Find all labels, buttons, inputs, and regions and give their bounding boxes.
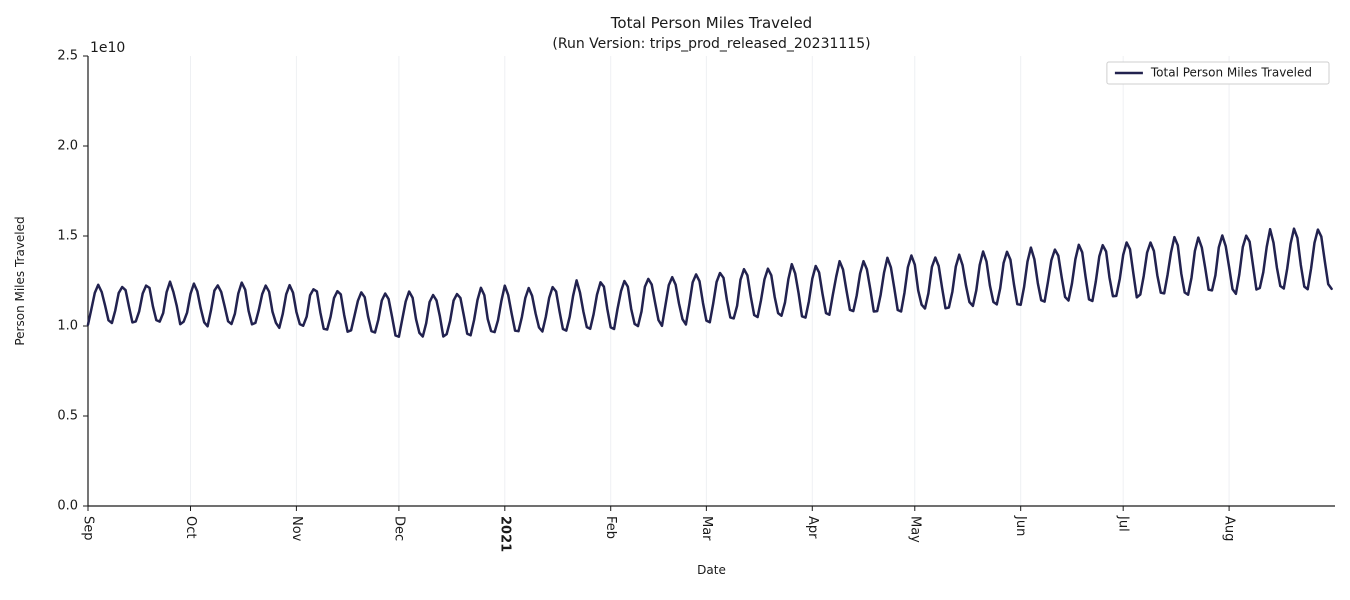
x-tick-label: 2021 <box>497 516 512 552</box>
y-tick-label: 0.0 <box>57 499 78 514</box>
x-tick-label: Apr <box>805 516 820 539</box>
chart-title: Total Person Miles Traveled <box>610 14 812 32</box>
x-tick-label: Jun <box>1013 515 1028 536</box>
x-tick-label: Feb <box>603 516 618 539</box>
y-tick-label: 2.0 <box>57 139 78 154</box>
y-axis-label: Person Miles Traveled <box>13 216 27 345</box>
legend: Total Person Miles Traveled <box>1107 62 1329 84</box>
y-tick-label: 0.5 <box>57 409 78 424</box>
x-tick-label: Aug <box>1222 516 1237 541</box>
y-tick-label: 1.0 <box>57 319 78 334</box>
y-tick-label: 1.5 <box>57 229 78 244</box>
legend-label: Total Person Miles Traveled <box>1150 66 1312 80</box>
chart-container: 0.0 0.5 1.0 1.5 2.0 2.5 Sep Oct Nov Dec 2021 Feb Ma… <box>0 0 1350 600</box>
x-tick-label: Nov <box>289 516 304 542</box>
y-axis-ticks: 0.0 0.5 1.0 1.5 2.0 2.5 <box>57 49 88 514</box>
plot-background <box>88 56 1335 506</box>
x-axis-label: Date <box>697 563 726 577</box>
x-tick-label: Jul <box>1116 515 1131 532</box>
y-axis-offset-text: 1e10 <box>90 40 125 56</box>
chart-subtitle: (Run Version: trips_prod_released_202311… <box>552 36 870 52</box>
x-tick-label: May <box>907 516 922 543</box>
x-axis-ticks: Sep Oct Nov Dec 2021 Feb Mar Apr May Jun Jul Aug <box>81 506 1237 552</box>
x-tick-label: Oct <box>183 516 198 538</box>
y-tick-label: 2.5 <box>57 49 78 64</box>
chart-svg: 0.0 0.5 1.0 1.5 2.0 2.5 Sep Oct Nov Dec 2021 Feb Ma… <box>0 0 1350 600</box>
x-tick-label: Mar <box>699 516 714 541</box>
x-tick-label: Dec <box>391 516 406 541</box>
x-tick-label: Sep <box>81 516 96 541</box>
